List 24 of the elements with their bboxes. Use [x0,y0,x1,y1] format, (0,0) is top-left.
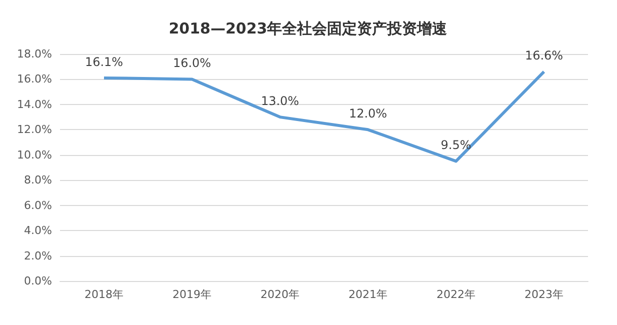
data-label: 9.5% [440,138,472,152]
x-tick-label: 2023年 [524,288,564,301]
y-tick-label: 2.0% [24,249,52,262]
x-tick-label: 2021年 [348,288,388,301]
data-label: 16.6% [524,48,564,63]
y-tick-label: 10.0% [17,148,52,162]
x-tick-label: 2019年 [172,288,212,301]
x-tick-label: 2022年 [436,288,476,301]
y-tick-label: 12.0% [17,123,52,136]
y-tick-label: 8.0% [24,174,52,187]
y-tick-label: 0.0% [24,274,52,288]
data-label: 16.1% [84,54,124,69]
x-tick-label: 2020年 [260,288,300,301]
y-tick-label: 4.0% [24,224,52,238]
data-label: 12.0% [348,106,388,121]
data-label: 16.0% [172,56,212,70]
data-label: 13.0% [260,94,300,108]
y-tick-label: 14.0% [17,98,52,111]
chart-title: 2018—2023年全社会固定资产投资增速 [168,20,448,38]
x-tick-label: 2018年 [84,288,124,301]
y-tick-label: 16.0% [17,72,52,86]
line-series [102,70,546,163]
y-tick-label: 18.0% [17,48,52,60]
y-tick-label: 6.0% [24,198,52,212]
